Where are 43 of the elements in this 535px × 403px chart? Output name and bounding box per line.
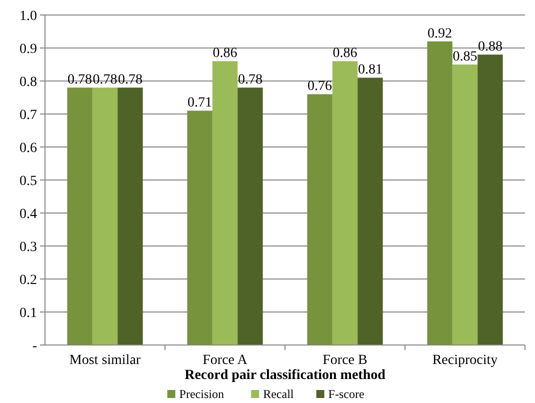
bar xyxy=(478,54,503,345)
y-tick-label: 0.8 xyxy=(20,75,37,90)
y-tick-label: 0.1 xyxy=(20,306,37,321)
y-tick-label: 0.6 xyxy=(20,141,37,156)
bar xyxy=(92,88,118,345)
bar xyxy=(332,61,358,345)
y-tick-label: - xyxy=(32,339,38,354)
x-tick-label: Most similar xyxy=(69,353,141,368)
bar xyxy=(427,41,452,345)
data-label: 0.71 xyxy=(188,96,212,111)
x-tick-label: Force B xyxy=(322,353,368,368)
bar xyxy=(452,64,478,345)
data-label: 0.78 xyxy=(238,72,262,88)
y-tick-label: 0.4 xyxy=(20,207,37,222)
y-tick-label: 0.7 xyxy=(20,108,37,123)
data-label: 0.76 xyxy=(308,79,332,94)
bar xyxy=(67,88,92,345)
data-label: 0.85 xyxy=(452,50,478,64)
y-tick-label: 1.0 xyxy=(20,9,37,24)
bar xyxy=(212,61,238,345)
data-label: 0.78 xyxy=(92,72,118,88)
bar xyxy=(238,88,263,345)
legend-label: F-score xyxy=(328,387,364,401)
y-tick-label: 0.3 xyxy=(20,240,37,255)
data-label: 0.78 xyxy=(68,72,92,88)
data-label: 0.78 xyxy=(118,72,142,88)
bar xyxy=(307,94,332,345)
x-tick-label: Force A xyxy=(202,353,248,368)
bar xyxy=(358,78,383,345)
y-tick-label: 0.9 xyxy=(20,42,37,57)
data-label: 0.88 xyxy=(478,40,502,55)
y-tick-label: 0.5 xyxy=(20,174,37,189)
x-tick-label: Reciprocity xyxy=(432,353,498,368)
legend-label: Precision xyxy=(179,387,224,401)
bar xyxy=(187,110,212,345)
bar xyxy=(118,88,143,345)
data-label: 0.86 xyxy=(212,46,238,62)
data-label: 0.92 xyxy=(428,26,452,42)
x-axis-title: Record pair classification method xyxy=(184,368,386,383)
legend-label: Recall xyxy=(263,387,294,401)
data-label: 0.86 xyxy=(332,46,358,62)
y-tick-label: 0.2 xyxy=(20,273,37,288)
data-label: 0.81 xyxy=(358,62,382,78)
